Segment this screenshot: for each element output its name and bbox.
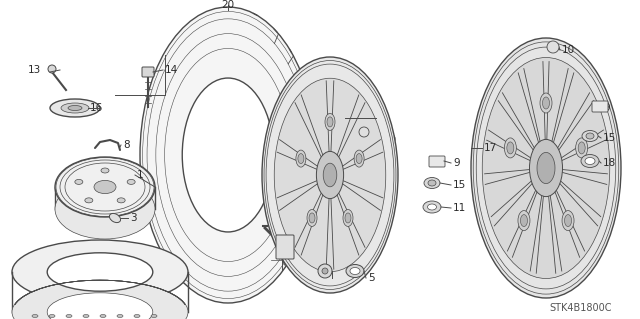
Text: 10: 10 <box>562 45 575 55</box>
Text: 20: 20 <box>221 0 235 10</box>
Ellipse shape <box>507 142 514 154</box>
Ellipse shape <box>298 153 304 164</box>
Ellipse shape <box>345 213 351 223</box>
Ellipse shape <box>518 211 530 231</box>
Ellipse shape <box>12 280 188 319</box>
Ellipse shape <box>323 163 337 187</box>
Text: 1: 1 <box>137 170 143 180</box>
Text: 17: 17 <box>484 143 497 153</box>
Text: 15: 15 <box>453 180 467 190</box>
Ellipse shape <box>61 103 89 113</box>
Ellipse shape <box>109 213 120 223</box>
Ellipse shape <box>483 57 610 278</box>
Ellipse shape <box>346 264 364 278</box>
Text: 2: 2 <box>378 113 385 123</box>
Ellipse shape <box>354 150 364 167</box>
Ellipse shape <box>356 153 362 164</box>
Ellipse shape <box>564 215 572 226</box>
Ellipse shape <box>275 78 386 272</box>
Text: 18: 18 <box>603 158 616 168</box>
Ellipse shape <box>151 315 157 317</box>
Ellipse shape <box>68 106 82 110</box>
FancyBboxPatch shape <box>276 235 294 259</box>
Ellipse shape <box>55 179 155 239</box>
Ellipse shape <box>50 99 100 117</box>
Ellipse shape <box>49 315 55 317</box>
Ellipse shape <box>585 158 595 165</box>
Ellipse shape <box>101 168 109 173</box>
Ellipse shape <box>309 213 315 223</box>
Ellipse shape <box>471 38 621 298</box>
Ellipse shape <box>66 315 72 317</box>
Ellipse shape <box>316 152 344 199</box>
Ellipse shape <box>575 138 588 158</box>
Text: 10: 10 <box>384 135 397 145</box>
Text: 16: 16 <box>90 103 103 113</box>
Text: 9: 9 <box>603 103 610 113</box>
FancyBboxPatch shape <box>592 101 608 112</box>
Text: 3: 3 <box>130 213 136 223</box>
Ellipse shape <box>424 177 440 189</box>
Ellipse shape <box>100 315 106 317</box>
Text: 11: 11 <box>453 203 467 213</box>
Ellipse shape <box>537 152 555 184</box>
Text: 7: 7 <box>295 263 301 273</box>
Circle shape <box>322 268 328 274</box>
Ellipse shape <box>586 133 594 139</box>
Ellipse shape <box>182 78 274 232</box>
Ellipse shape <box>582 130 598 142</box>
Ellipse shape <box>307 210 317 226</box>
Ellipse shape <box>529 139 563 197</box>
Ellipse shape <box>127 179 135 184</box>
Ellipse shape <box>504 138 516 158</box>
Text: 15: 15 <box>603 133 616 143</box>
Ellipse shape <box>117 198 125 203</box>
Text: 13: 13 <box>28 65 41 75</box>
Ellipse shape <box>578 142 585 154</box>
Text: 4: 4 <box>290 243 296 253</box>
Ellipse shape <box>262 57 398 293</box>
Ellipse shape <box>327 117 333 127</box>
Ellipse shape <box>343 210 353 226</box>
Ellipse shape <box>581 154 599 167</box>
Ellipse shape <box>428 204 436 210</box>
Text: 9: 9 <box>453 158 460 168</box>
Ellipse shape <box>543 97 550 109</box>
Ellipse shape <box>83 315 89 317</box>
Ellipse shape <box>75 179 83 184</box>
Ellipse shape <box>47 293 153 319</box>
Ellipse shape <box>423 201 441 213</box>
Ellipse shape <box>350 268 360 275</box>
Text: 6: 6 <box>334 273 340 283</box>
Ellipse shape <box>55 157 155 217</box>
FancyBboxPatch shape <box>142 67 154 77</box>
Ellipse shape <box>134 315 140 317</box>
Text: 14: 14 <box>165 65 179 75</box>
Ellipse shape <box>325 113 335 130</box>
Ellipse shape <box>140 7 316 303</box>
Ellipse shape <box>562 211 574 231</box>
Ellipse shape <box>540 93 552 113</box>
Ellipse shape <box>296 150 306 167</box>
Circle shape <box>359 127 369 137</box>
Ellipse shape <box>117 315 123 317</box>
Ellipse shape <box>94 181 116 194</box>
FancyBboxPatch shape <box>429 156 445 167</box>
Ellipse shape <box>85 198 93 203</box>
Ellipse shape <box>12 240 188 304</box>
Circle shape <box>48 65 56 73</box>
Text: 8: 8 <box>123 140 130 150</box>
Ellipse shape <box>520 215 527 226</box>
Text: 5: 5 <box>368 273 374 283</box>
Ellipse shape <box>428 180 436 186</box>
Circle shape <box>318 264 332 278</box>
Circle shape <box>547 41 559 53</box>
Ellipse shape <box>32 315 38 317</box>
Ellipse shape <box>47 253 153 291</box>
Text: STK4B1800C: STK4B1800C <box>550 303 612 313</box>
